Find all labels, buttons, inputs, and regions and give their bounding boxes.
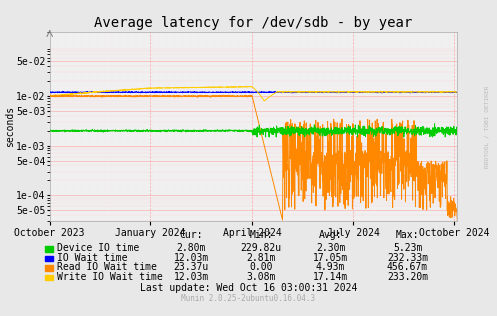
Text: IO Wait time: IO Wait time: [57, 252, 128, 263]
Title: Average latency for /dev/sdb - by year: Average latency for /dev/sdb - by year: [94, 16, 413, 30]
Text: 2.81m: 2.81m: [246, 252, 276, 263]
Text: 3.08m: 3.08m: [246, 271, 276, 282]
Text: 229.82u: 229.82u: [241, 243, 281, 253]
Text: 2.30m: 2.30m: [316, 243, 345, 253]
Text: 456.67m: 456.67m: [387, 262, 428, 272]
Y-axis label: seconds: seconds: [5, 106, 15, 147]
Text: Min:: Min:: [249, 230, 273, 240]
Text: 12.03m: 12.03m: [174, 252, 209, 263]
Text: Device IO time: Device IO time: [57, 243, 139, 253]
Text: Avg:: Avg:: [319, 230, 342, 240]
Text: Max:: Max:: [396, 230, 419, 240]
Text: 232.33m: 232.33m: [387, 252, 428, 263]
Text: Munin 2.0.25-2ubuntu0.16.04.3: Munin 2.0.25-2ubuntu0.16.04.3: [181, 294, 316, 303]
Text: 0.00: 0.00: [249, 262, 273, 272]
Text: 12.03m: 12.03m: [174, 271, 209, 282]
Text: 5.23m: 5.23m: [393, 243, 422, 253]
Text: Read IO Wait time: Read IO Wait time: [57, 262, 157, 272]
Text: Write IO Wait time: Write IO Wait time: [57, 271, 163, 282]
Text: 4.93m: 4.93m: [316, 262, 345, 272]
Text: Last update: Wed Oct 16 03:00:31 2024: Last update: Wed Oct 16 03:00:31 2024: [140, 283, 357, 293]
Text: 17.14m: 17.14m: [313, 271, 348, 282]
Text: Cur:: Cur:: [179, 230, 203, 240]
Text: RRDTOOL / TOBI OETIKER: RRDTOOL / TOBI OETIKER: [485, 85, 490, 168]
Text: 17.05m: 17.05m: [313, 252, 348, 263]
Text: 2.80m: 2.80m: [176, 243, 206, 253]
Text: 233.20m: 233.20m: [387, 271, 428, 282]
Text: 23.37u: 23.37u: [174, 262, 209, 272]
